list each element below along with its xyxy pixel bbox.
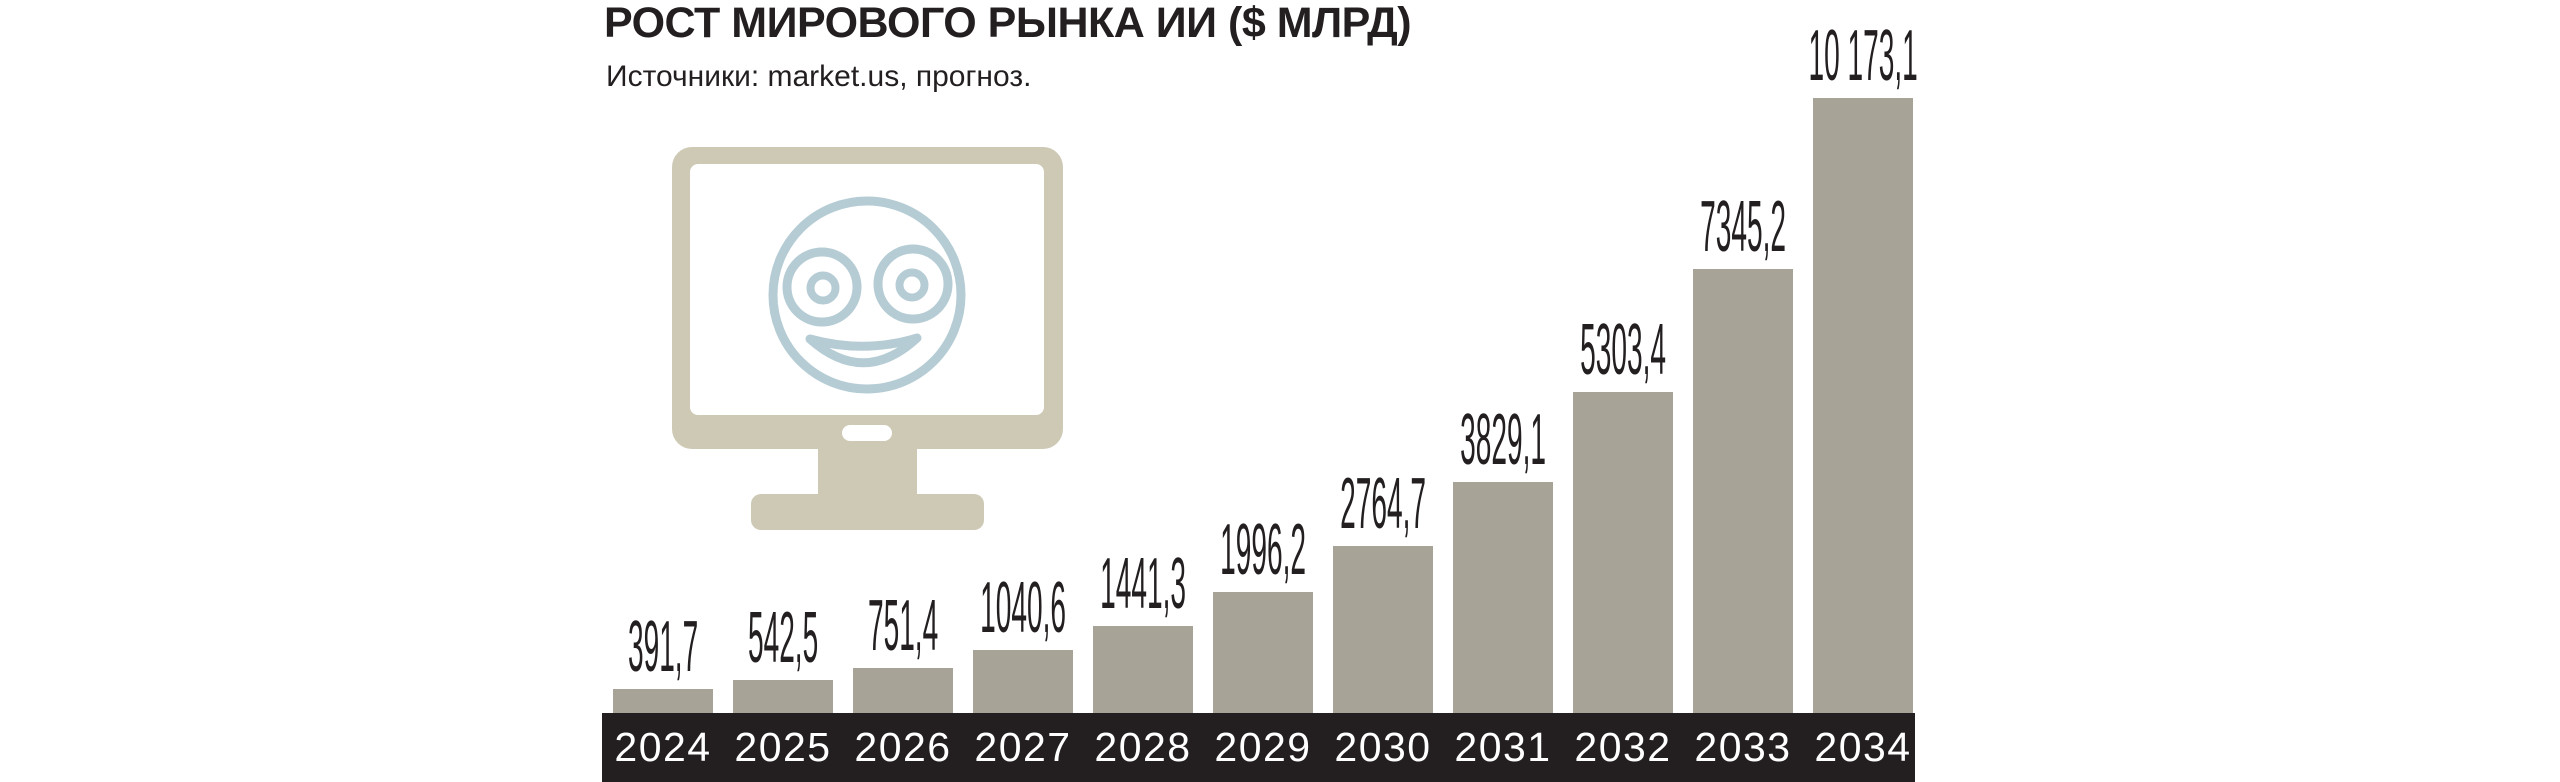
- monitor-smiley-icon: [672, 147, 1063, 530]
- bars-row: 391,7 542,5 751,4 1040,6 1441,3 1996,2 2764,7 3…: [613, 20, 1918, 713]
- year-label-2034: 2034: [1814, 724, 1912, 770]
- value-label-2034: 10 173,1: [1808, 16, 1918, 96]
- year-label-2030: 2030: [1334, 724, 1432, 770]
- value-label-2031: 3829,1: [1460, 400, 1546, 480]
- bar-2029: 1996,2: [1213, 514, 1313, 713]
- bar-2026: 751,4: [853, 590, 953, 713]
- year-label-2031: 2031: [1454, 724, 1552, 770]
- year-label-2025: 2025: [734, 724, 832, 770]
- monitor-stand-neck: [818, 449, 917, 496]
- smiley-face: [768, 196, 966, 394]
- year-label-2028: 2028: [1094, 724, 1192, 770]
- value-label-2033: 7345,2: [1700, 187, 1786, 267]
- bar-2024: 391,7: [613, 611, 713, 713]
- value-label-2024: 391,7: [627, 607, 699, 687]
- value-label-2032: 5303,4: [1580, 310, 1666, 390]
- year-axis-strip: 2024 2025 2026 2027 2028 2029 2030 2031 2032 2033…: [602, 713, 1915, 782]
- right-pupil: [895, 268, 929, 302]
- value-label-2027: 1040,6: [980, 568, 1066, 648]
- bar-2034: 10 173,1: [1808, 20, 1918, 713]
- value-label-2028: 1441,3: [1100, 544, 1186, 624]
- chart-title: РОСТ МИРОВОГО РЫНКА ИИ ($ МЛРД): [604, 0, 1412, 47]
- right-eye: [873, 244, 953, 324]
- value-label-2030: 2764,7: [1340, 464, 1426, 544]
- bar-2027: 1040,6: [973, 572, 1073, 713]
- bar-2033: 7345,2: [1693, 191, 1793, 713]
- value-label-2029: 1996,2: [1220, 510, 1306, 590]
- value-label-2025: 542,5: [747, 598, 819, 678]
- year-label-2032: 2032: [1574, 724, 1672, 770]
- year-label-2029: 2029: [1214, 724, 1312, 770]
- bar-2025: 542,5: [733, 602, 833, 713]
- chart-subtitle: Источники: market.us, прогноз.: [606, 60, 1032, 93]
- bar-2032: 5303,4: [1573, 314, 1673, 713]
- left-pupil: [806, 271, 840, 305]
- bar-2031: 3829,1: [1453, 404, 1553, 713]
- smile-mouth: [805, 333, 922, 368]
- monitor-stand-base: [751, 494, 984, 530]
- monitor-button: [842, 425, 892, 441]
- bar-2030: 2764,7: [1333, 468, 1433, 713]
- left-eye: [782, 247, 862, 327]
- face-outline: [768, 196, 966, 394]
- value-label-2026: 751,4: [867, 586, 939, 666]
- year-label-2033: 2033: [1694, 724, 1792, 770]
- monitor-screen: [690, 164, 1044, 415]
- year-label-2027: 2027: [974, 724, 1072, 770]
- bar-2028: 1441,3: [1093, 548, 1193, 713]
- year-label-2024: 2024: [614, 724, 712, 770]
- year-label-2026: 2026: [854, 724, 952, 770]
- year-row: 2024 2025 2026 2027 2028 2029 2030 2031 2032 2033…: [613, 713, 1913, 782]
